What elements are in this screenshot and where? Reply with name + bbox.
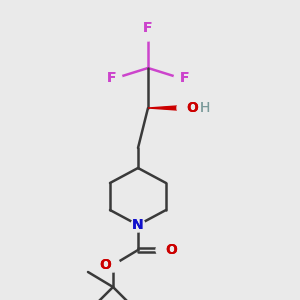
Text: O: O	[165, 243, 177, 257]
Text: F: F	[180, 71, 190, 85]
Circle shape	[131, 218, 145, 232]
Text: F: F	[143, 21, 153, 35]
Circle shape	[106, 258, 120, 272]
Text: F: F	[143, 21, 153, 35]
Text: F: F	[106, 71, 116, 85]
Circle shape	[156, 243, 170, 257]
Circle shape	[142, 29, 154, 41]
Text: F: F	[106, 71, 116, 85]
Text: O: O	[99, 258, 111, 272]
Text: O: O	[165, 243, 177, 257]
Polygon shape	[148, 106, 184, 110]
Text: O: O	[186, 101, 198, 115]
Circle shape	[110, 72, 122, 84]
Text: H: H	[200, 101, 210, 115]
Text: F: F	[180, 71, 190, 85]
Circle shape	[174, 72, 186, 84]
Text: N: N	[132, 218, 144, 232]
Text: O: O	[99, 258, 111, 272]
Text: O: O	[186, 101, 198, 115]
Text: N: N	[132, 218, 144, 232]
Circle shape	[177, 101, 191, 115]
Text: H: H	[200, 101, 210, 115]
